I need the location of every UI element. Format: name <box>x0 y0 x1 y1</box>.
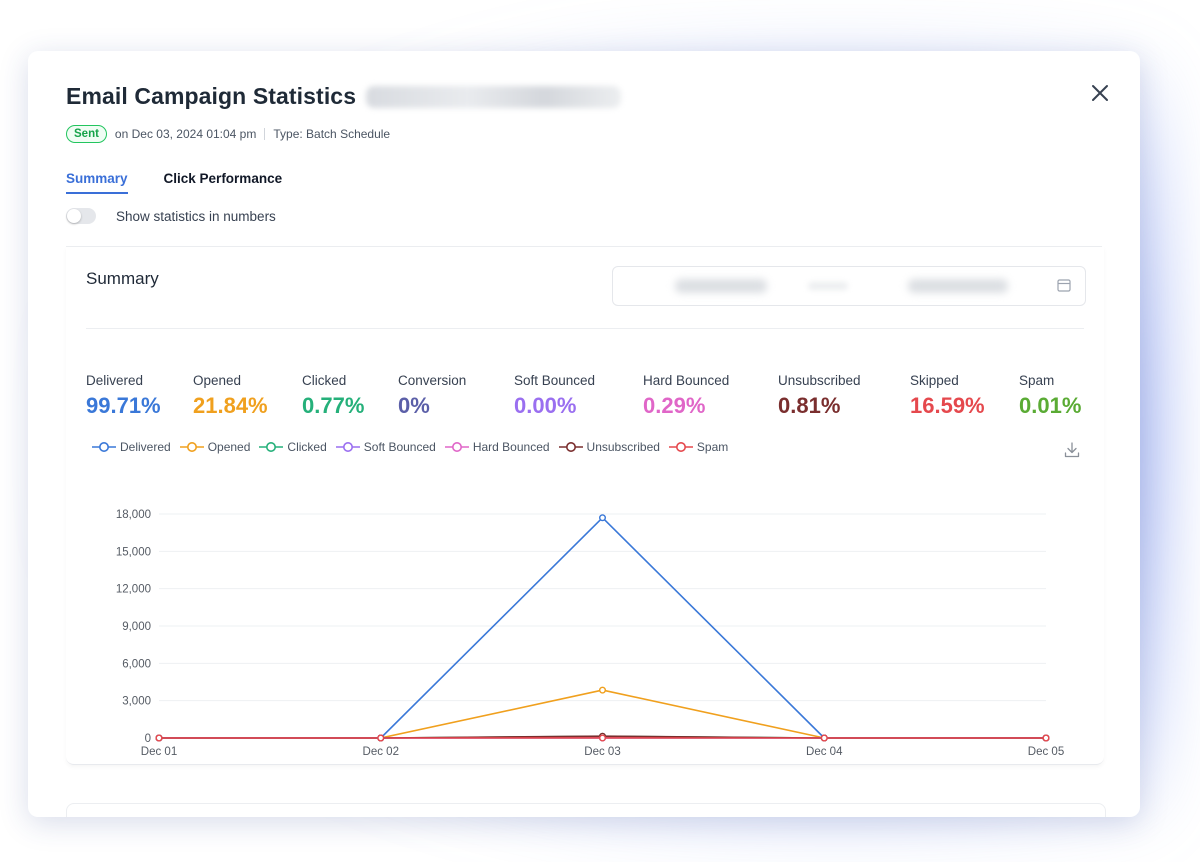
legend-marker-icon <box>179 442 204 452</box>
stat-value: 16.59% <box>910 393 985 418</box>
data-point-spam <box>820 734 828 742</box>
stat-label: Clicked <box>302 373 347 388</box>
data-point-spam <box>1042 734 1050 742</box>
x-tick-label: Dec 02 <box>363 746 399 758</box>
data-point-opened <box>599 686 607 694</box>
stat-spam: Spam 0.01% <box>1019 373 1081 419</box>
series-line-delivered <box>159 516 1046 739</box>
stat-clicked: Clicked 0.77% <box>302 373 364 419</box>
tab-bar: Summary Click Performance <box>66 171 318 194</box>
legend-label: Clicked <box>287 440 327 454</box>
legend-marker-icon <box>558 442 583 452</box>
title-row: Email Campaign Statistics <box>66 83 622 110</box>
stat-label: Skipped <box>910 373 959 388</box>
campaign-type: Type: Batch Schedule <box>273 127 391 141</box>
y-tick-label: 6,000 <box>122 658 151 670</box>
stat-value: 0.81% <box>778 393 841 418</box>
line-chart: 0 3,000 6,000 9,000 12,000 15,000 18,000 Dec 01… <box>116 509 1064 758</box>
stat-value: 99.71% <box>86 393 161 418</box>
legend-label: Delivered <box>120 440 171 454</box>
legend-item-soft-bounced[interactable]: Soft Bounced <box>335 440 436 454</box>
legend-item-spam[interactable]: Spam <box>668 440 729 454</box>
summary-card: Summary Delivered 99.71% Opened 21.84% C… <box>66 247 1104 765</box>
stat-value: 0.29% <box>643 393 706 418</box>
summary-title: Summary <box>86 269 159 288</box>
legend-label: Unsubscribed <box>586 440 660 454</box>
x-tick-label: Dec 05 <box>1028 746 1064 758</box>
redacted-separator <box>808 282 848 290</box>
statistics-toggle-row: Show statistics in numbers <box>66 208 276 224</box>
y-tick-label: 3,000 <box>122 696 151 708</box>
legend-marker-icon <box>259 442 284 452</box>
y-tick-label: 12,000 <box>116 584 151 596</box>
stat-value: 0.00% <box>514 393 577 418</box>
tab-summary[interactable]: Summary <box>66 171 128 194</box>
redacted-end-date <box>908 279 1008 293</box>
redacted-start-date <box>675 279 767 293</box>
y-tick-label: 15,000 <box>116 546 151 558</box>
summary-divider <box>86 328 1084 329</box>
stat-label: Delivered <box>86 373 144 388</box>
data-point-spam <box>377 734 385 742</box>
date-range-picker[interactable] <box>612 266 1086 306</box>
legend-item-delivered[interactable]: Delivered <box>92 440 171 454</box>
legend-label: Soft Bounced <box>363 440 436 454</box>
campaign-meta: Sent on Dec 03, 2024 01:04 pm Type: Batc… <box>66 125 390 143</box>
sent-date: on Dec 03, 2024 01:04 pm <box>114 127 257 141</box>
stat-unsubscribed: Unsubscribed 0.81% <box>778 373 861 419</box>
close-icon[interactable] <box>1088 81 1112 105</box>
chart-legend: Delivered Opened Clicked Soft Bounced Hard B… <box>92 440 737 454</box>
stat-value: 0.01% <box>1019 393 1082 418</box>
stat-value: 0% <box>398 393 430 418</box>
legend-item-hard-bounced[interactable]: Hard Bounced <box>444 440 550 454</box>
legend-label: Spam <box>696 440 729 454</box>
status-badge: Sent <box>66 125 107 143</box>
legend-marker-icon <box>444 442 469 452</box>
stat-value: 21.84% <box>193 393 268 418</box>
y-tick-label: 18,000 <box>116 509 151 521</box>
stat-delivered: Delivered 99.71% <box>86 373 161 419</box>
stat-label: Unsubscribed <box>778 373 861 388</box>
data-point-spam <box>599 734 607 742</box>
data-point-spam <box>155 734 163 742</box>
show-numbers-toggle[interactable] <box>66 208 96 224</box>
stat-soft-bounced: Soft Bounced 0.00% <box>514 373 595 419</box>
download-icon[interactable] <box>1063 441 1081 459</box>
x-tick-label: Dec 03 <box>584 746 620 758</box>
redacted-campaign-name <box>366 85 622 108</box>
legend-item-clicked[interactable]: Clicked <box>259 440 327 454</box>
legend-label: Opened <box>207 440 251 454</box>
legend-label: Hard Bounced <box>472 440 550 454</box>
stat-conversion: Conversion 0% <box>398 373 466 419</box>
y-tick-label: 9,000 <box>122 621 151 633</box>
secondary-card <box>66 803 1106 817</box>
tab-click-performance[interactable]: Click Performance <box>163 171 283 186</box>
legend-marker-icon <box>92 442 116 452</box>
meta-divider <box>264 128 266 140</box>
toggle-label: Show statistics in numbers <box>116 208 276 224</box>
data-point-delivered <box>599 514 607 522</box>
legend-marker-icon <box>668 442 693 452</box>
legend-item-unsubscribed[interactable]: Unsubscribed <box>558 440 660 454</box>
stat-opened: Opened 21.84% <box>193 373 268 419</box>
stat-skipped: Skipped 16.59% <box>910 373 985 419</box>
series-line-opened <box>159 689 1046 739</box>
stat-label: Conversion <box>398 373 467 388</box>
y-tick-label: 0 <box>145 733 151 745</box>
stat-label: Spam <box>1019 373 1055 388</box>
campaign-statistics-modal: Email Campaign Statistics Sent on Dec 03… <box>28 51 1140 817</box>
stat-label: Opened <box>193 373 242 388</box>
section-divider <box>66 246 1102 247</box>
legend-item-opened[interactable]: Opened <box>179 440 251 454</box>
modal-title: Email Campaign Statistics <box>66 83 357 109</box>
calendar-icon[interactable] <box>1057 278 1071 292</box>
x-tick-label: Dec 04 <box>806 746 843 758</box>
x-tick-label: Dec 01 <box>141 746 177 758</box>
stat-label: Hard Bounced <box>643 373 730 388</box>
stat-label: Soft Bounced <box>514 373 596 388</box>
stat-value: 0.77% <box>302 393 365 418</box>
legend-marker-icon <box>335 442 360 452</box>
stat-hard-bounced: Hard Bounced 0.29% <box>643 373 729 419</box>
